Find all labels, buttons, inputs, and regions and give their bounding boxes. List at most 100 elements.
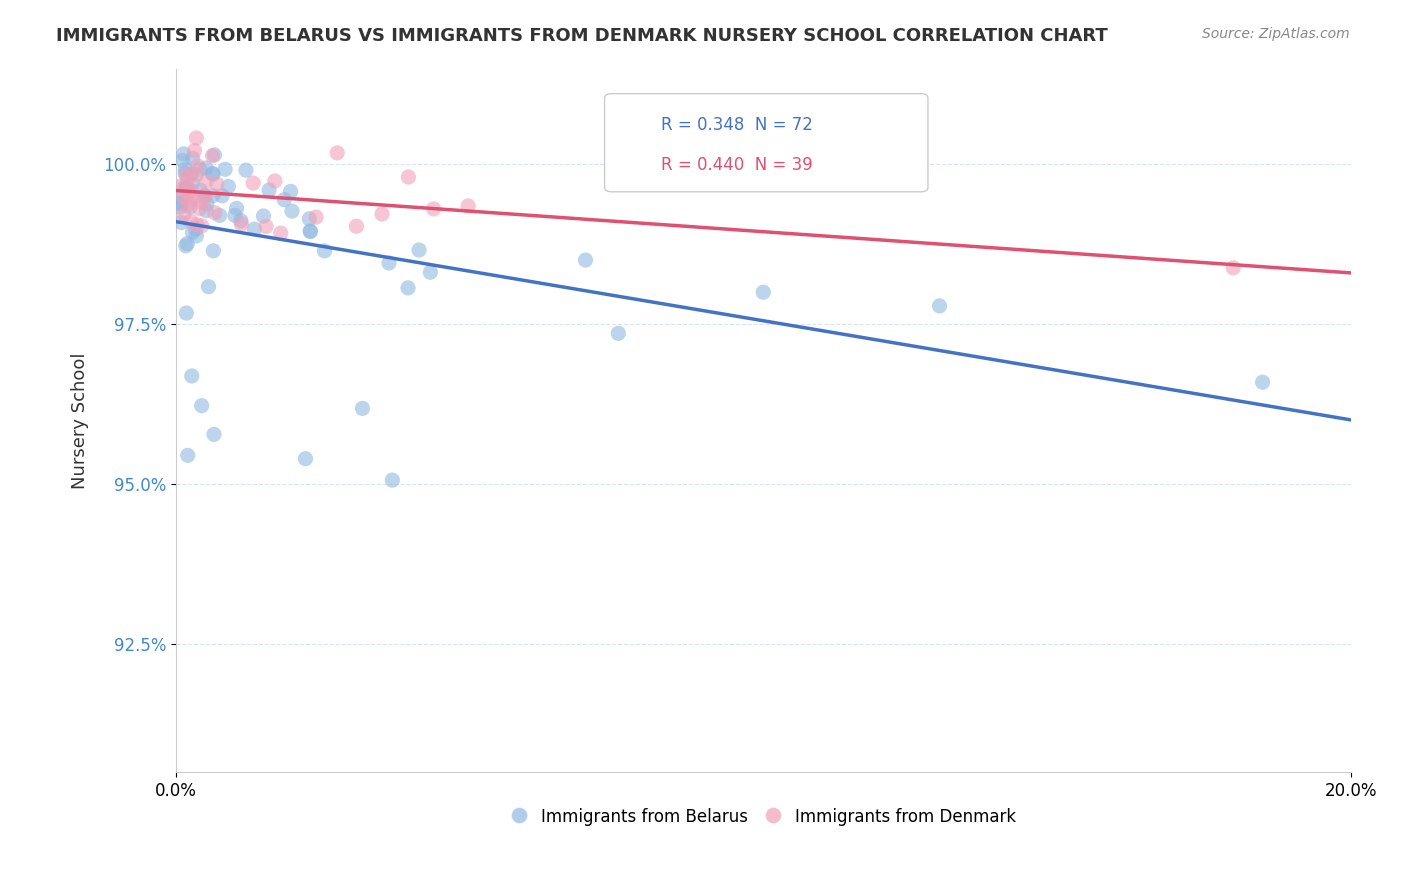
Y-axis label: Nursery School: Nursery School: [72, 352, 89, 489]
Point: [205, 177, 228, 191]
Point: [173, 180, 195, 194]
Point: [408, 243, 430, 257]
FancyBboxPatch shape: [623, 118, 648, 141]
Point: [176, 168, 198, 182]
Point: [378, 256, 401, 270]
Point: [186, 218, 208, 232]
Point: [173, 146, 195, 161]
Point: [201, 149, 224, 163]
Point: [195, 197, 218, 211]
Point: [179, 200, 201, 214]
Point: [188, 202, 211, 216]
Point: [190, 183, 212, 197]
Point: [231, 217, 253, 231]
Point: [191, 195, 214, 210]
Point: [180, 214, 202, 228]
Point: [422, 202, 444, 216]
Text: Source: ZipAtlas.com: Source: ZipAtlas.com: [1202, 27, 1350, 41]
Point: [195, 175, 218, 189]
Point: [173, 207, 195, 221]
Point: [281, 204, 304, 219]
Point: [169, 195, 191, 210]
Point: [208, 208, 231, 222]
Text: IMMIGRANTS FROM BELARUS VS IMMIGRANTS FROM DENMARK NURSERY SCHOOL CORRELATION CH: IMMIGRANTS FROM BELARUS VS IMMIGRANTS FR…: [56, 27, 1108, 45]
Text: R = 0.440  N = 39: R = 0.440 N = 39: [661, 156, 813, 174]
Point: [176, 236, 198, 251]
Point: [273, 193, 295, 207]
Point: [194, 189, 217, 203]
Point: [170, 216, 193, 230]
Point: [180, 183, 202, 197]
Point: [225, 202, 247, 216]
Point: [176, 306, 198, 320]
Point: [193, 188, 215, 202]
FancyBboxPatch shape: [623, 157, 648, 180]
Point: [396, 281, 419, 295]
Point: [186, 168, 208, 182]
Point: [181, 152, 204, 166]
Point: [169, 189, 191, 203]
Point: [169, 200, 191, 214]
Point: [214, 162, 236, 177]
Point: [183, 189, 205, 203]
Point: [179, 194, 201, 209]
Point: [1222, 260, 1244, 275]
Point: [195, 203, 218, 218]
Point: [169, 179, 191, 194]
Point: [252, 209, 274, 223]
Point: [180, 368, 202, 383]
Point: [752, 285, 775, 300]
Point: [299, 225, 322, 239]
Point: [184, 222, 207, 236]
Point: [176, 182, 198, 196]
Point: [305, 210, 328, 224]
Point: [194, 161, 217, 175]
Point: [202, 188, 225, 202]
Point: [298, 211, 321, 226]
Point: [202, 148, 225, 162]
Point: [396, 169, 419, 184]
Point: [235, 163, 257, 178]
Point: [346, 219, 368, 234]
Point: [174, 167, 197, 181]
Legend: Immigrants from Belarus, Immigrants from Denmark: Immigrants from Belarus, Immigrants from…: [502, 799, 1024, 834]
Point: [371, 207, 394, 221]
Point: [191, 219, 214, 233]
Point: [257, 183, 280, 197]
Point: [181, 225, 204, 239]
Text: R = 0.348  N = 72: R = 0.348 N = 72: [661, 116, 813, 134]
Point: [270, 226, 292, 240]
Point: [201, 167, 224, 181]
Point: [229, 213, 252, 227]
Point: [187, 159, 209, 173]
Point: [186, 131, 208, 145]
Point: [202, 244, 225, 258]
Point: [177, 448, 200, 462]
Point: [574, 253, 596, 268]
Point: [176, 180, 198, 194]
Point: [457, 199, 479, 213]
Point: [190, 399, 212, 413]
Point: [264, 174, 287, 188]
Point: [314, 244, 336, 258]
Point: [197, 279, 219, 293]
Point: [217, 179, 239, 194]
Point: [352, 401, 374, 416]
Point: [607, 326, 630, 341]
Point: [211, 188, 233, 202]
Point: [299, 224, 322, 238]
Point: [177, 197, 200, 211]
Point: [173, 191, 195, 205]
Point: [188, 162, 211, 177]
Point: [202, 167, 225, 181]
Point: [181, 176, 204, 190]
Point: [224, 208, 246, 222]
Point: [928, 299, 950, 313]
Point: [174, 239, 197, 253]
Point: [254, 219, 277, 234]
Point: [280, 185, 302, 199]
Point: [172, 153, 194, 168]
Point: [326, 145, 349, 160]
Point: [177, 170, 200, 185]
Point: [183, 144, 205, 158]
